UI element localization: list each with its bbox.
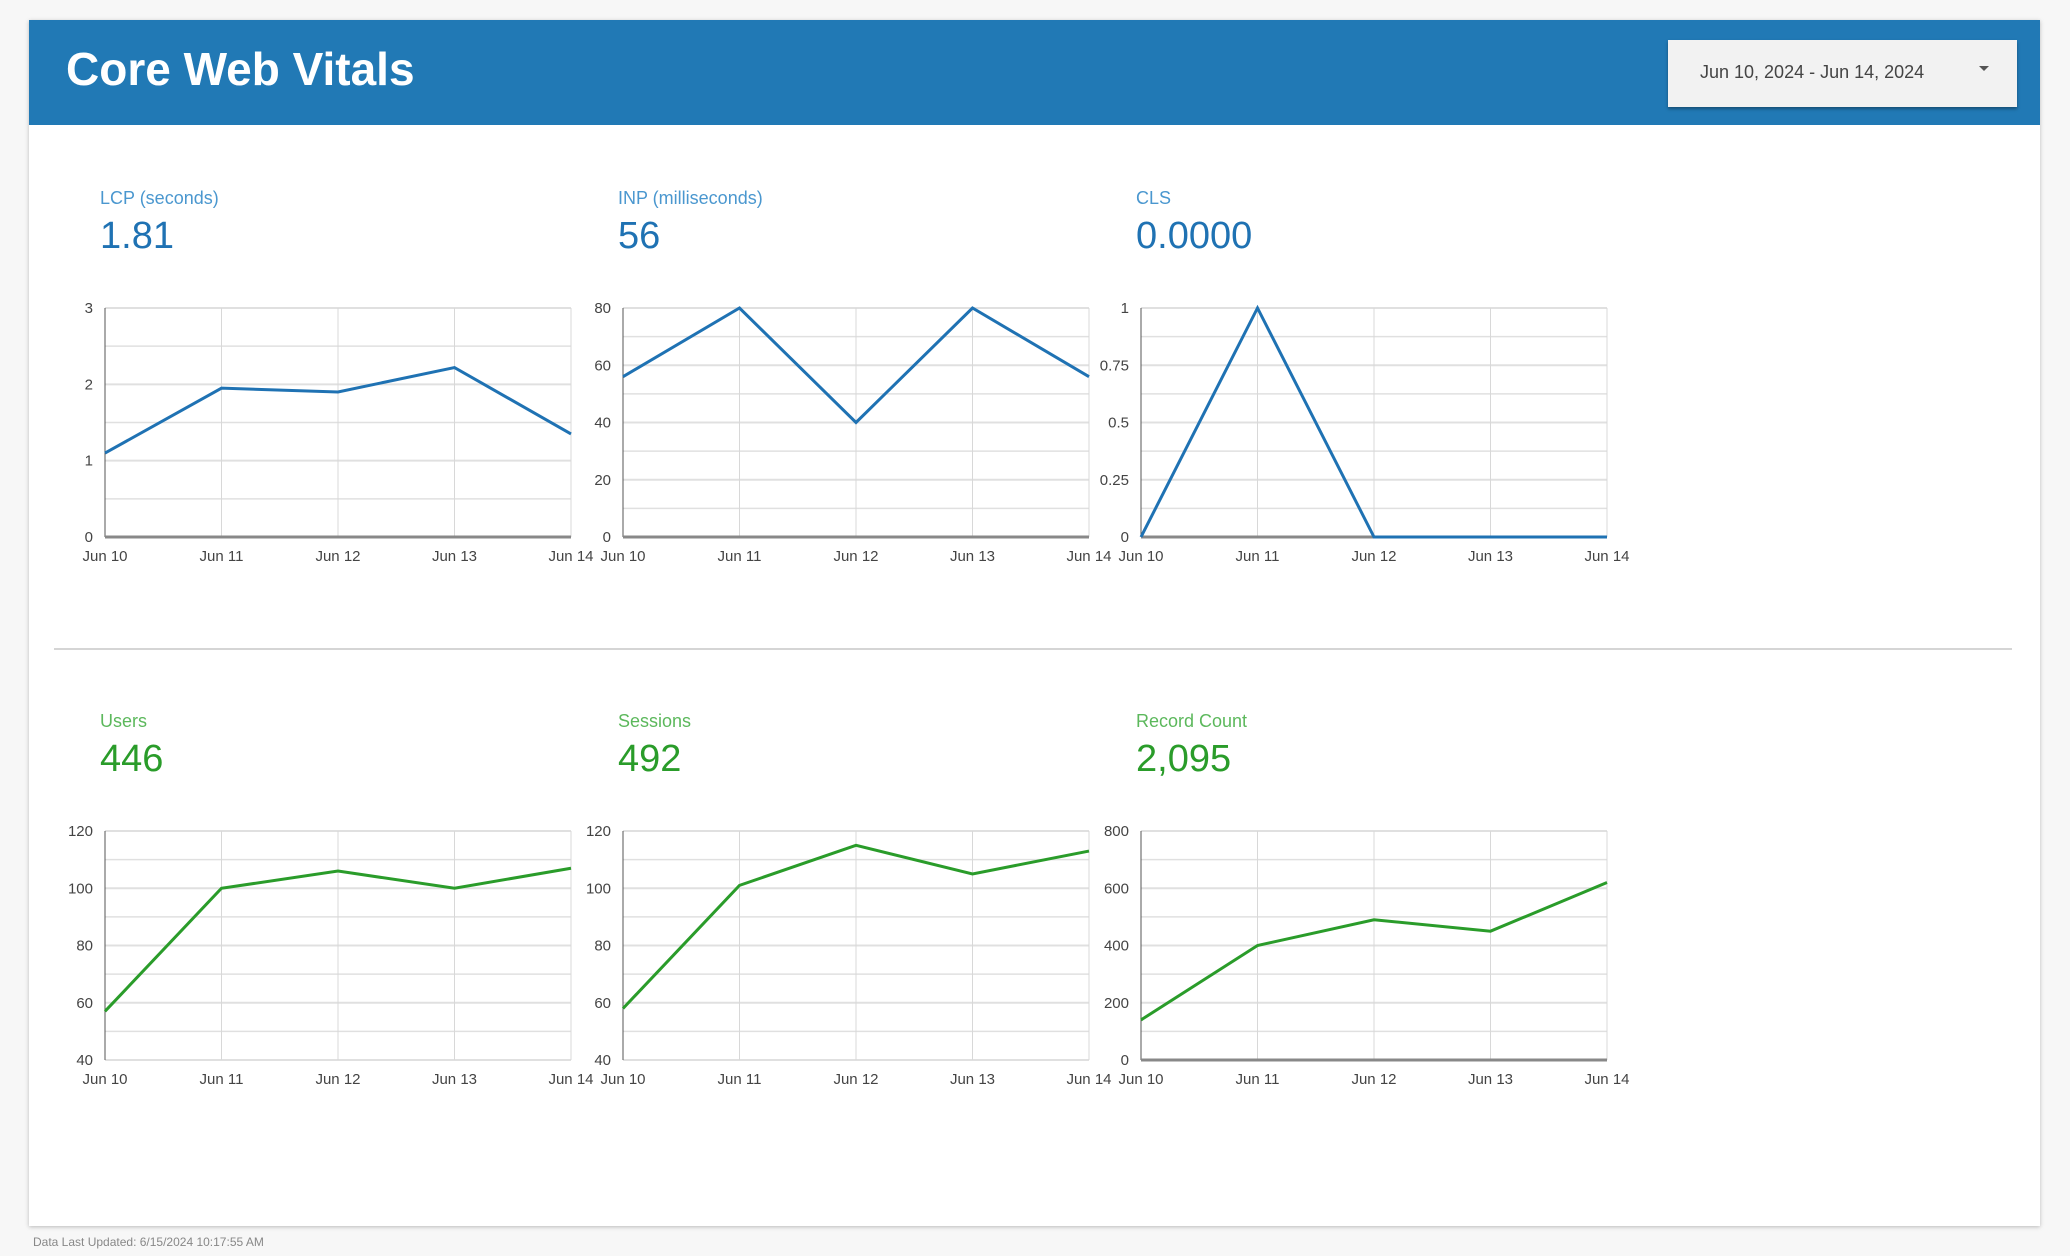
y-tick-label: 40 (594, 415, 611, 432)
x-tick-label: Jun 11 (1236, 548, 1280, 565)
series-line (103, 866, 572, 1013)
x-tick-label: Jun 13 (950, 1071, 995, 1088)
y-tick-label: 60 (76, 995, 93, 1012)
y-tick-label: 120 (586, 823, 611, 840)
x-tick-label: Jun 11 (718, 548, 762, 565)
metric-value: 0.0000 (1136, 215, 1253, 257)
x-tick-label: Jun 13 (432, 1071, 477, 1088)
y-tick-label: 1 (1121, 300, 1129, 317)
y-tick-label: 200 (1104, 995, 1129, 1012)
y-tick-label: 20 (594, 472, 611, 489)
y-tick-label: 120 (68, 823, 93, 840)
x-tick-label: Jun 10 (82, 548, 127, 565)
y-tick-label: 1 (85, 453, 93, 470)
metric-label: LCP (seconds) (100, 188, 219, 208)
series-line (1140, 881, 1608, 1022)
x-tick-label: Jun 11 (718, 1071, 762, 1088)
y-tick-label: 0.75 (1100, 357, 1129, 374)
y-tick-label: 0.5 (1108, 415, 1129, 432)
y-tick-label: 100 (68, 880, 93, 897)
x-tick-label: Jun 13 (950, 548, 995, 565)
section-divider (54, 648, 2012, 650)
x-tick-label: Jun 12 (833, 548, 878, 565)
x-tick-label: Jun 14 (548, 548, 593, 565)
y-tick-label: 40 (594, 1052, 611, 1069)
x-tick-label: Jun 10 (600, 1071, 645, 1088)
metric-label: Sessions (618, 711, 692, 731)
y-tick-label: 2 (85, 376, 93, 393)
y-tick-label: 0 (1121, 1052, 1129, 1069)
x-tick-label: Jun 12 (315, 1071, 360, 1088)
y-tick-label: 0 (1121, 529, 1129, 546)
date-range-text: Jun 10, 2024 - Jun 14, 2024 (1700, 62, 1925, 82)
line-chart: 40 60 80 100 120 Jun 10 Jun 11 Jun 12 Jun 13 Jun … (586, 823, 1112, 1088)
x-tick-label: Jun 12 (1351, 548, 1396, 565)
x-tick-label: Jun 10 (82, 1071, 127, 1088)
y-tick-label: 0 (603, 529, 611, 546)
metric-value: 1.81 (100, 215, 174, 257)
x-tick-label: Jun 13 (1468, 1071, 1513, 1088)
y-tick-label: 100 (586, 880, 611, 897)
line-chart: 0 200 400 600 800 Jun 10 Jun 11 Jun 12 Jun 13 Jun… (1104, 823, 1630, 1088)
x-tick-label: Jun 12 (833, 1071, 878, 1088)
header-bar: Core Web Vitals Jun 10, 2024 - Jun 14, 2… (29, 20, 2040, 125)
x-tick-label: Jun 13 (1468, 548, 1513, 565)
x-tick-label: Jun 14 (548, 1071, 593, 1088)
line-chart: 40 60 80 100 120 Jun 10 Jun 11 Jun 12 Jun 13 Jun … (68, 823, 594, 1088)
date-range-picker[interactable]: Jun 10, 2024 - Jun 14, 2024 (1668, 40, 2017, 107)
y-tick-label: 400 (1104, 938, 1129, 955)
caret-down-icon (1979, 66, 1989, 71)
x-tick-label: Jun 13 (432, 548, 477, 565)
metric-label: INP (milliseconds) (618, 188, 763, 208)
y-tick-label: 80 (76, 938, 93, 955)
x-tick-label: Jun 12 (1351, 1071, 1396, 1088)
y-tick-label: 0 (85, 529, 93, 546)
x-tick-label: Jun 10 (1118, 548, 1163, 565)
series-line (104, 365, 572, 455)
x-tick-label: Jun 11 (200, 548, 244, 565)
metric-value: 56 (618, 215, 661, 257)
y-tick-label: 80 (594, 938, 611, 955)
y-tick-label: 60 (594, 995, 611, 1012)
metric-label: Record Count (1136, 711, 1248, 731)
line-chart: 0 0.25 0.5 0.75 1 Jun 10 Jun 11 Jun 12 Jun 13 Jun… (1100, 300, 1630, 565)
y-tick-label: 80 (594, 300, 611, 317)
y-tick-label: 0.25 (1100, 472, 1129, 489)
series-line (622, 306, 1090, 425)
x-tick-label: Jun 10 (600, 548, 645, 565)
x-tick-label: Jun 14 (1066, 1071, 1111, 1088)
x-tick-label: Jun 10 (1118, 1071, 1163, 1088)
metric-value: 2,095 (1136, 738, 1232, 780)
x-tick-label: Jun 14 (1584, 1071, 1629, 1088)
y-tick-label: 800 (1104, 823, 1129, 840)
x-tick-label: Jun 11 (200, 1071, 244, 1088)
series-line (1139, 304, 1607, 539)
x-tick-label: Jun 14 (1584, 548, 1629, 565)
metric-label: CLS (1136, 188, 1172, 208)
y-tick-label: 60 (594, 357, 611, 374)
y-tick-label: 600 (1104, 880, 1129, 897)
x-tick-label: Jun 14 (1066, 548, 1111, 565)
line-chart: 0 20 40 60 80 Jun 10 Jun 11 Jun 12 Jun 13 Jun 14 (594, 300, 1111, 565)
page-title: Core Web Vitals (66, 43, 415, 95)
metric-value: 446 (100, 738, 164, 780)
line-chart: 0 1 2 3 Jun 10 Jun 11 Jun 12 Jun 13 Jun 14 (82, 300, 593, 565)
y-tick-label: 40 (76, 1052, 93, 1069)
dashboard-card: Core Web Vitals Jun 10, 2024 - Jun 14, 2… (29, 20, 2040, 1226)
last-updated: Data Last Updated: 6/15/2024 10:17:55 AM (33, 1235, 264, 1249)
x-tick-label: Jun 12 (315, 548, 360, 565)
series-line (621, 843, 1090, 1010)
metric-value: 492 (618, 738, 682, 780)
metric-label: Users (100, 711, 148, 731)
x-tick-label: Jun 11 (1236, 1071, 1280, 1088)
y-tick-label: 3 (85, 300, 93, 317)
